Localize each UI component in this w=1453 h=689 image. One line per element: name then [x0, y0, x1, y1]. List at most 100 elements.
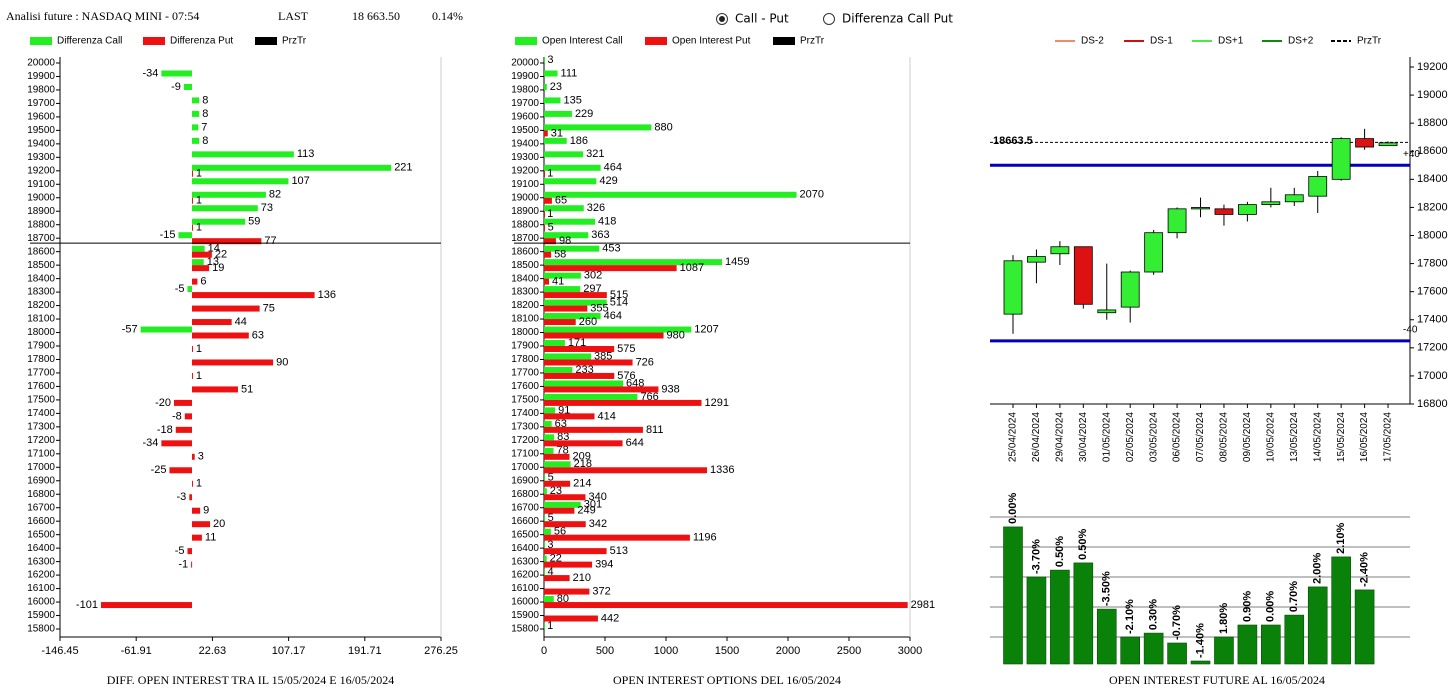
bar — [169, 467, 193, 474]
value-label: -15 — [160, 229, 176, 241]
bar — [544, 332, 664, 339]
y-tick-label: 18800 — [27, 219, 55, 230]
y-tick-label: 15800 — [511, 624, 539, 635]
y-tick-label: 17500 — [27, 395, 55, 406]
y-tick-label: 17600 — [511, 381, 539, 392]
y-tick-label: 19000 — [511, 192, 539, 203]
value-label: 78 — [557, 445, 569, 457]
y-tick-label: 18300 — [511, 287, 539, 298]
value-label: 414 — [598, 410, 616, 422]
bar — [544, 346, 615, 352]
bar — [544, 326, 692, 333]
y-tick-label: 20000 — [27, 58, 55, 69]
y-tick-label: 16400 — [27, 543, 55, 554]
value-label: 5 — [548, 472, 554, 484]
value-label: 5 — [548, 222, 554, 234]
value-label: 811 — [646, 424, 664, 436]
candle-body — [1308, 176, 1328, 197]
y-tick-label: 19600 — [511, 112, 539, 123]
value-label: 1 — [196, 343, 202, 355]
bar — [161, 70, 193, 77]
legend-label: Open Interest Call — [542, 36, 623, 47]
y-tick-label: 16300 — [27, 556, 55, 567]
bar — [544, 319, 576, 326]
value-label: -101 — [76, 599, 98, 611]
value-label: 342 — [589, 518, 607, 530]
candle-body — [1027, 256, 1046, 263]
x-tick-label: 3000 — [898, 645, 922, 657]
x-tick-label: 02/05/2024 — [1125, 412, 1136, 462]
x-tick-label: 1000 — [654, 645, 678, 657]
y-tick-label: 18000 — [511, 327, 539, 338]
bar — [192, 346, 194, 352]
x-tick-label: 03/05/2024 — [1148, 412, 1159, 462]
y-tick-label: 17800 — [511, 354, 539, 365]
legend-label: PrzTr — [1357, 36, 1382, 47]
value-label: 186 — [570, 135, 588, 147]
value-label: 1291 — [705, 397, 729, 409]
change-value: 0.14% — [432, 9, 463, 23]
bar — [1003, 526, 1023, 665]
legend-label: PrzTr — [282, 36, 307, 47]
bar — [544, 124, 652, 131]
x-tick-label: 107.17 — [272, 645, 306, 657]
value-label: 8 — [202, 94, 208, 106]
legend-swatch — [30, 37, 52, 45]
bar — [544, 521, 586, 528]
value-label: 9 — [203, 505, 209, 517]
value-label: 1087 — [680, 262, 704, 274]
candle-body — [1167, 208, 1187, 234]
value-label: 41 — [552, 276, 564, 288]
x-tick-label: 191.71 — [348, 645, 382, 657]
x-tick-label: 08/05/2024 — [1219, 412, 1230, 462]
bar — [544, 83, 547, 90]
y-tick-label: 18900 — [27, 206, 55, 217]
y-tick-label: 17100 — [511, 448, 539, 459]
bar — [544, 399, 702, 406]
value-label: -25 — [151, 464, 167, 476]
chart-title: DIFF. OPEN INTEREST TRA IL 15/05/2024 E … — [107, 673, 395, 687]
bar — [191, 561, 193, 568]
change-label: -2.10% — [1124, 599, 1136, 634]
bar — [544, 170, 545, 177]
bar — [192, 386, 238, 393]
bar — [1096, 608, 1117, 665]
value-label: 442 — [601, 612, 619, 624]
value-label: 65 — [555, 195, 567, 207]
bar — [544, 555, 547, 562]
bar — [189, 494, 193, 501]
radio-label[interactable]: Differenza Call Put — [842, 12, 953, 26]
value-label: 51 — [241, 383, 253, 395]
y-tick-label: 17900 — [27, 341, 55, 352]
x-tick-label: -61.91 — [121, 645, 152, 657]
y-tick-label: 17000 — [1417, 370, 1448, 382]
bar — [192, 97, 200, 104]
y-tick-label: 18400 — [27, 273, 55, 284]
legend-label: Open Interest Put — [672, 36, 751, 47]
bar — [183, 83, 193, 90]
bar — [187, 286, 193, 293]
y-tick-label: 19900 — [511, 71, 539, 82]
level-label: +40 — [1403, 149, 1420, 160]
bar — [544, 353, 591, 360]
y-tick-label: 15800 — [27, 624, 55, 635]
legend-label: DS+2 — [1288, 36, 1314, 47]
x-tick-label: 14/05/2024 — [1312, 412, 1323, 462]
y-tick-label: 16500 — [511, 529, 539, 540]
bar — [544, 494, 586, 501]
bar — [178, 232, 193, 239]
y-tick-label: 17700 — [27, 368, 55, 379]
radio-button[interactable] — [823, 13, 835, 25]
y-tick-label: 18700 — [27, 233, 55, 244]
value-label: 1 — [196, 370, 202, 382]
value-label: 14 — [208, 243, 220, 255]
value-label: 98 — [559, 235, 571, 247]
change-label: 0.00% — [1007, 492, 1019, 523]
radio-label[interactable]: Call - Put — [735, 12, 789, 26]
bar — [184, 413, 193, 420]
bar — [544, 224, 545, 231]
value-label: 1 — [547, 168, 553, 180]
y-tick-label: 20000 — [511, 58, 539, 69]
value-label: 83 — [557, 431, 569, 443]
